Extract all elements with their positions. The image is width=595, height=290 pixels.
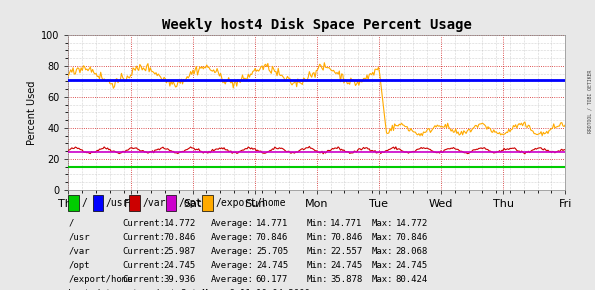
Text: /export/home: /export/home bbox=[215, 198, 286, 208]
Y-axis label: Percent Used: Percent Used bbox=[27, 80, 37, 144]
Text: 14.771: 14.771 bbox=[330, 219, 362, 228]
Text: Min:: Min: bbox=[306, 247, 328, 256]
Text: /export/home: /export/home bbox=[68, 275, 133, 284]
Text: 14.772: 14.772 bbox=[164, 219, 196, 228]
Text: /usr: /usr bbox=[68, 233, 90, 242]
Text: Current:: Current: bbox=[122, 275, 165, 284]
Text: 24.745: 24.745 bbox=[164, 261, 196, 270]
Text: 14.772: 14.772 bbox=[396, 219, 428, 228]
Text: Min:: Min: bbox=[306, 261, 328, 270]
Text: Average:: Average: bbox=[211, 247, 254, 256]
Text: 22.557: 22.557 bbox=[330, 247, 362, 256]
Text: Max:: Max: bbox=[372, 261, 393, 270]
Text: Current:: Current: bbox=[122, 261, 165, 270]
Title: Weekly host4 Disk Space Percent Usage: Weekly host4 Disk Space Percent Usage bbox=[162, 18, 472, 32]
Text: Max:: Max: bbox=[372, 247, 393, 256]
Text: /usr: /usr bbox=[106, 198, 129, 208]
Text: Min:: Min: bbox=[306, 233, 328, 242]
Text: Average:: Average: bbox=[211, 275, 254, 284]
Text: Min:: Min: bbox=[306, 275, 328, 284]
Text: /var: /var bbox=[142, 198, 165, 208]
Text: RRDTOOL / TOBI OETIKER: RRDTOOL / TOBI OETIKER bbox=[588, 70, 593, 133]
Text: 60.177: 60.177 bbox=[256, 275, 288, 284]
Text: 35.878: 35.878 bbox=[330, 275, 362, 284]
Text: 25.705: 25.705 bbox=[256, 247, 288, 256]
Text: Average:: Average: bbox=[211, 233, 254, 242]
Text: /opt: /opt bbox=[178, 198, 202, 208]
Text: /var: /var bbox=[68, 247, 90, 256]
Text: Current:: Current: bbox=[122, 247, 165, 256]
Text: 25.987: 25.987 bbox=[164, 247, 196, 256]
Text: Average:: Average: bbox=[211, 219, 254, 228]
Text: /: / bbox=[68, 219, 74, 228]
Text: /opt: /opt bbox=[68, 261, 90, 270]
Text: 70.846: 70.846 bbox=[256, 233, 288, 242]
Text: 14.771: 14.771 bbox=[256, 219, 288, 228]
Text: 39.936: 39.936 bbox=[164, 275, 196, 284]
Text: Max:: Max: bbox=[372, 219, 393, 228]
Text: /: / bbox=[82, 198, 87, 208]
Text: 70.846: 70.846 bbox=[330, 233, 362, 242]
Text: Max:: Max: bbox=[372, 275, 393, 284]
Text: 24.745: 24.745 bbox=[256, 261, 288, 270]
Text: 28.068: 28.068 bbox=[396, 247, 428, 256]
Text: Max:: Max: bbox=[372, 233, 393, 242]
Text: Current:: Current: bbox=[122, 233, 165, 242]
Text: Min:: Min: bbox=[306, 219, 328, 228]
Text: 70.846: 70.846 bbox=[396, 233, 428, 242]
Text: Average:: Average: bbox=[211, 261, 254, 270]
Text: 80.424: 80.424 bbox=[396, 275, 428, 284]
Text: Last data entered at Sat May  6 11:10:04 2000.: Last data entered at Sat May 6 11:10:04 … bbox=[68, 289, 316, 290]
Text: 70.846: 70.846 bbox=[164, 233, 196, 242]
Text: 24.745: 24.745 bbox=[330, 261, 362, 270]
Text: 24.745: 24.745 bbox=[396, 261, 428, 270]
Text: Current:: Current: bbox=[122, 219, 165, 228]
